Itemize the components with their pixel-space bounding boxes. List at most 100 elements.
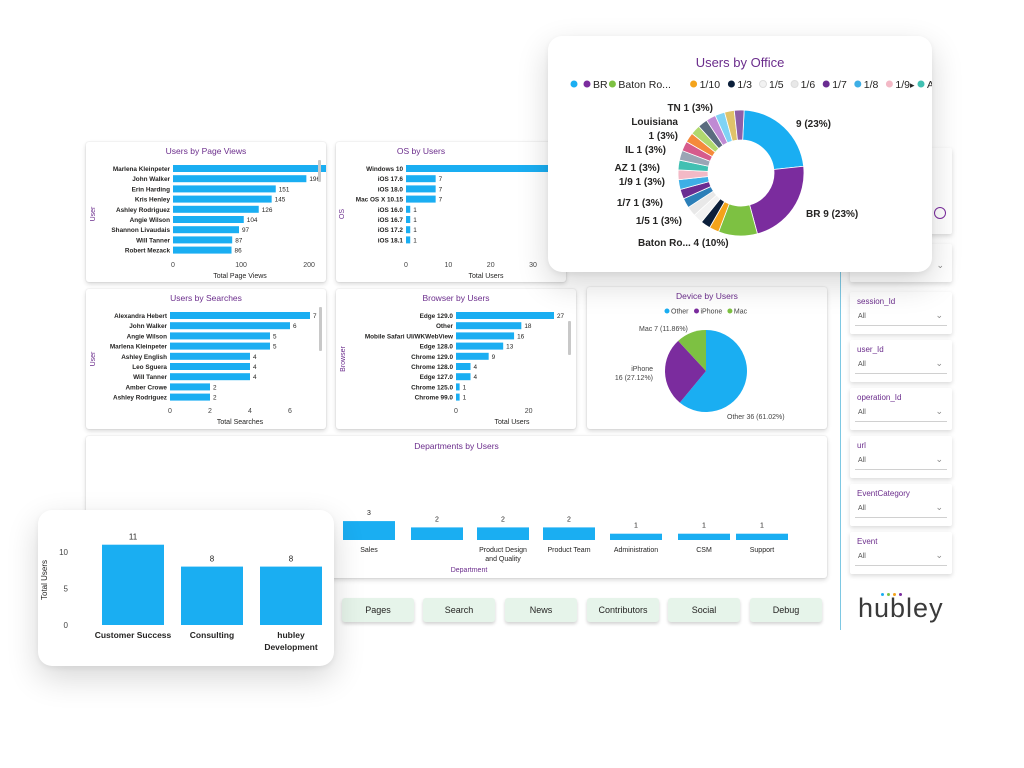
chevron-down-icon[interactable]: ⌄ bbox=[935, 310, 943, 320]
slicer-value: All bbox=[858, 457, 866, 464]
bar bbox=[173, 205, 259, 213]
bar-label: Consulting bbox=[190, 630, 234, 640]
bar-label: Sales bbox=[360, 547, 378, 554]
bar-label: Edge 127.0 bbox=[420, 374, 454, 381]
bar bbox=[173, 246, 232, 254]
donut-slice bbox=[749, 165, 805, 235]
bar-value: 7 bbox=[439, 176, 443, 183]
chevron-down-icon[interactable]: ⌄ bbox=[936, 260, 944, 270]
browser-by-users-card: Browser by Users Edge 129.0 27 Other 18 Mobi… bbox=[336, 289, 576, 429]
chevron-down-icon[interactable]: ⌄ bbox=[935, 358, 943, 368]
x-axis-label: Total Users bbox=[494, 419, 530, 426]
bar-value: 8 bbox=[289, 555, 294, 564]
bar-value: 18 bbox=[524, 323, 532, 330]
bar-label: Ashley Rodriguez bbox=[116, 207, 170, 214]
bar-value: 3 bbox=[367, 510, 371, 517]
bar-value: 13 bbox=[506, 344, 514, 351]
chevron-down-icon[interactable]: ⌄ bbox=[935, 454, 943, 464]
bar bbox=[173, 195, 272, 203]
label-louisiana: Louisiana bbox=[631, 117, 678, 128]
bar-value: 7 bbox=[313, 313, 317, 320]
slicer-value: All bbox=[858, 505, 866, 512]
bar bbox=[456, 352, 489, 360]
legend-label: 1/8 bbox=[864, 79, 879, 91]
slicer-value: All bbox=[858, 313, 866, 320]
bar-value: 8 bbox=[210, 555, 215, 564]
bar bbox=[456, 383, 460, 391]
slicer-dropdown[interactable]: All ⌄ bbox=[855, 405, 947, 422]
label-az: AZ 1 (3%) bbox=[614, 163, 660, 174]
slicer-operation-id[interactable]: operation_Id All ⌄ bbox=[850, 388, 952, 430]
nav-button-social[interactable]: Social bbox=[668, 598, 740, 622]
slicer-eventcategory[interactable]: EventCategory All ⌄ bbox=[850, 484, 952, 526]
slicer-session-id[interactable]: session_Id All ⌄ bbox=[850, 292, 952, 334]
bar-value: 1 bbox=[760, 523, 764, 530]
slicer-dropdown[interactable]: All ⌄ bbox=[855, 549, 947, 566]
os-chart: Windows 10 iOS 17.6 7 iOS 18.0 7 Mac OS X 10.… bbox=[339, 165, 550, 280]
nav-button-pages[interactable]: Pages bbox=[342, 598, 414, 622]
nav-button-news[interactable]: News bbox=[505, 598, 577, 622]
chevron-down-icon[interactable]: ⌄ bbox=[935, 406, 943, 416]
slicer-dropdown[interactable]: All ⌄ bbox=[855, 453, 947, 470]
department-zoom-chart: 10 5 0 Total Users 11 Customer Success 8 Consul… bbox=[40, 533, 322, 652]
bar bbox=[456, 393, 460, 401]
chevron-down-icon[interactable]: ⌄ bbox=[935, 502, 943, 512]
bar bbox=[102, 544, 164, 625]
x-axis-label: Total Page Views bbox=[213, 273, 267, 280]
slicer-dropdown[interactable]: All ⌄ bbox=[855, 501, 947, 518]
logo-dot bbox=[899, 593, 902, 596]
bar-label: Chrome 99.0 bbox=[415, 395, 454, 402]
radio-icon[interactable] bbox=[934, 207, 946, 219]
slicer-dropdown[interactable]: All ⌄ bbox=[855, 309, 947, 326]
chevron-down-icon[interactable]: ⌄ bbox=[935, 550, 943, 560]
y-axis-label: Total Users bbox=[40, 560, 49, 600]
users-by-page-views-card: Users by Page Views Marlena Kleinpeter26… bbox=[86, 142, 326, 282]
tick-label: 0 bbox=[64, 621, 69, 630]
slicer-value: All bbox=[858, 409, 866, 416]
nav-button-contributors[interactable]: Contributors bbox=[587, 598, 659, 622]
bar-value: 2 bbox=[435, 516, 439, 523]
nav-button-debug[interactable]: Debug bbox=[750, 598, 822, 622]
y-axis-label: OS bbox=[339, 209, 346, 219]
bar bbox=[543, 527, 595, 540]
slicer-url[interactable]: url All ⌄ bbox=[850, 436, 952, 478]
slicer-label: operation_Id bbox=[857, 393, 902, 402]
slicer-event[interactable]: Event All ⌄ bbox=[850, 532, 952, 574]
legend-label: 1/5 bbox=[769, 79, 784, 91]
bar bbox=[173, 226, 240, 234]
legend-dot bbox=[727, 308, 733, 314]
bar-value: 1 bbox=[413, 237, 417, 244]
bar-label: Mac OS X 10.15 bbox=[356, 197, 404, 204]
bar-label-line2: and Quality bbox=[485, 556, 521, 563]
nav-button-search[interactable]: Search bbox=[423, 598, 495, 622]
tick-label: 10 bbox=[59, 548, 68, 557]
slicer-user-id[interactable]: user_Id All ⌄ bbox=[850, 340, 952, 382]
bar-label: Customer Success bbox=[95, 630, 172, 640]
bar-value: 11 bbox=[129, 533, 138, 542]
bar-value: 2 bbox=[567, 516, 571, 523]
slicer-value: All bbox=[858, 553, 866, 560]
departments-chart: 3 Sales 2 2 Product Design and Quality 2 Produc… bbox=[343, 510, 788, 574]
y-axis-label: User bbox=[90, 206, 97, 221]
bar bbox=[406, 236, 411, 244]
bar bbox=[406, 205, 411, 213]
legend-dot bbox=[917, 80, 925, 88]
tick-label: 20 bbox=[525, 408, 533, 415]
slicer-label: session_Id bbox=[857, 297, 896, 306]
legend-label: iPhone bbox=[701, 309, 723, 316]
bar bbox=[343, 521, 395, 540]
bar-value: 5 bbox=[273, 333, 277, 340]
slice-label-iphone-value: 16 (27.12%) bbox=[615, 375, 653, 382]
users-by-searches-card: Users by Searches Alexandra Hebert 7 John … bbox=[86, 289, 326, 429]
slicer-dropdown[interactable]: All ⌄ bbox=[855, 357, 947, 374]
bar-value: 86 bbox=[235, 248, 243, 255]
x-axis-label: Department bbox=[451, 567, 488, 574]
bar-value: 1 bbox=[702, 523, 706, 530]
bar-label: Ashley English bbox=[121, 354, 167, 361]
logo-dot bbox=[893, 593, 896, 596]
bar-label: hubley bbox=[277, 630, 305, 640]
bar bbox=[736, 533, 788, 540]
bar bbox=[260, 566, 322, 625]
legend-dot bbox=[694, 308, 699, 314]
bar-value: 145 bbox=[275, 197, 286, 204]
